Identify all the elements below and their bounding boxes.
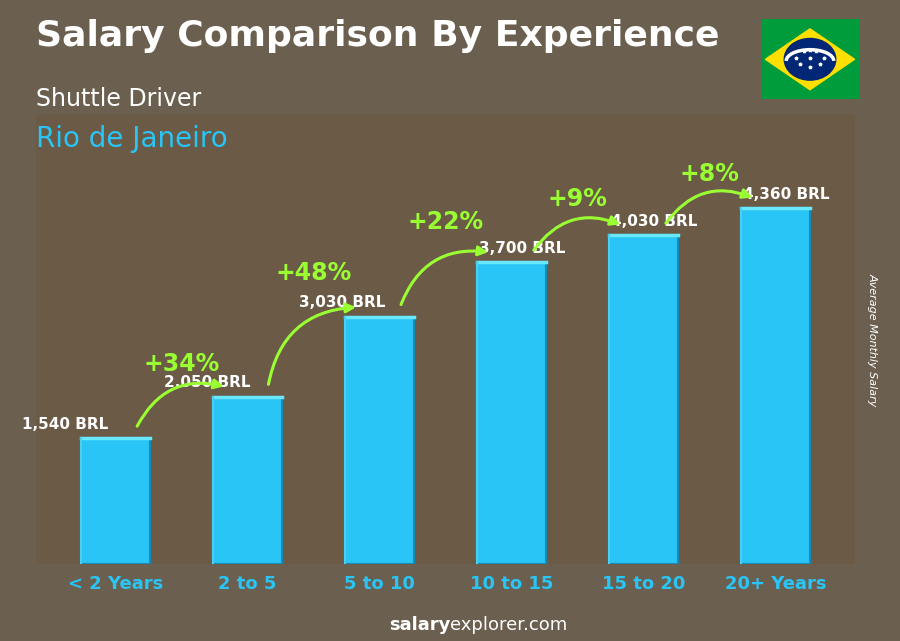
Text: Rio de Janeiro: Rio de Janeiro bbox=[36, 125, 228, 153]
Text: explorer.com: explorer.com bbox=[450, 616, 567, 634]
Text: +48%: +48% bbox=[275, 261, 352, 285]
Polygon shape bbox=[765, 29, 854, 90]
Circle shape bbox=[784, 38, 836, 80]
Text: +22%: +22% bbox=[408, 210, 483, 234]
Text: 4,030 BRL: 4,030 BRL bbox=[611, 214, 698, 229]
Bar bbox=[81, 438, 149, 564]
Text: 1,540 BRL: 1,540 BRL bbox=[22, 417, 108, 432]
Text: +8%: +8% bbox=[680, 162, 740, 186]
Bar bbox=[742, 208, 810, 564]
Bar bbox=[477, 262, 546, 564]
Text: +34%: +34% bbox=[143, 352, 220, 376]
Text: salary: salary bbox=[389, 616, 450, 634]
Text: 2,050 BRL: 2,050 BRL bbox=[165, 376, 251, 390]
Text: 3,700 BRL: 3,700 BRL bbox=[479, 241, 565, 256]
Text: Salary Comparison By Experience: Salary Comparison By Experience bbox=[36, 19, 719, 53]
Text: Average Monthly Salary: Average Monthly Salary bbox=[868, 273, 878, 406]
Text: +9%: +9% bbox=[548, 187, 608, 212]
Text: 3,030 BRL: 3,030 BRL bbox=[300, 296, 386, 310]
Text: Shuttle Driver: Shuttle Driver bbox=[36, 87, 202, 110]
Bar bbox=[213, 397, 282, 564]
Text: 4,360 BRL: 4,360 BRL bbox=[743, 187, 830, 202]
Bar bbox=[609, 235, 678, 564]
Bar bbox=[345, 317, 414, 564]
